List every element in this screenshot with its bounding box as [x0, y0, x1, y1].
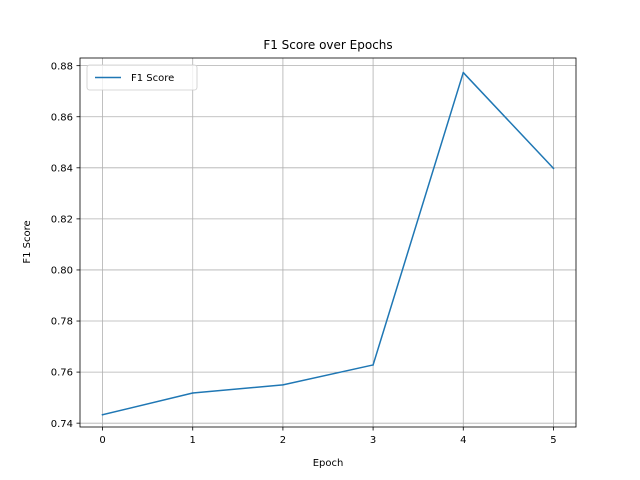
y-tick-label: 0.88 — [51, 61, 73, 72]
y-tick-label: 0.84 — [51, 163, 73, 174]
series-layer — [101, 71, 555, 416]
data-point — [282, 384, 284, 386]
y-tick-label: 0.76 — [51, 368, 73, 379]
x-tick-label: 2 — [280, 435, 286, 446]
legend-label: F1 Score — [131, 73, 174, 84]
plot-area: 0 1 2 3 4 5 0.74 0.76 0.78 0.80 0.82 0.84 0.86 0.88 — [51, 57, 577, 446]
series-line — [101, 71, 555, 416]
x-tick-label: 3 — [370, 435, 376, 446]
y-tick-label: 0.78 — [51, 317, 73, 328]
x-tick-label: 4 — [460, 435, 466, 446]
y-tick-label: 0.80 — [51, 266, 73, 277]
data-point — [372, 364, 374, 366]
x-tick-label: 1 — [190, 435, 196, 446]
data-point — [552, 167, 555, 170]
legend-box — [86, 64, 198, 91]
grid — [80, 58, 576, 427]
x-axis-label: Epoch — [313, 458, 344, 469]
x-tick-label: 0 — [99, 435, 105, 446]
axes-frame — [79, 57, 577, 428]
y-tick-label: 0.74 — [51, 419, 73, 430]
data-point — [462, 71, 465, 74]
x-axis: 0 1 2 3 4 5 — [99, 427, 557, 446]
y-tick-label: 0.82 — [51, 214, 73, 225]
legend: F1 Score — [86, 64, 198, 91]
data-point — [101, 413, 104, 416]
data-point — [191, 392, 194, 394]
y-axis: 0.74 0.76 0.78 0.80 0.82 0.84 0.86 0.88 — [51, 61, 80, 430]
y-tick-label: 0.86 — [51, 112, 73, 123]
x-tick-label: 5 — [550, 435, 556, 446]
y-axis-label: F1 Score — [22, 220, 33, 263]
chart-title: F1 Score over Epochs — [263, 38, 392, 52]
